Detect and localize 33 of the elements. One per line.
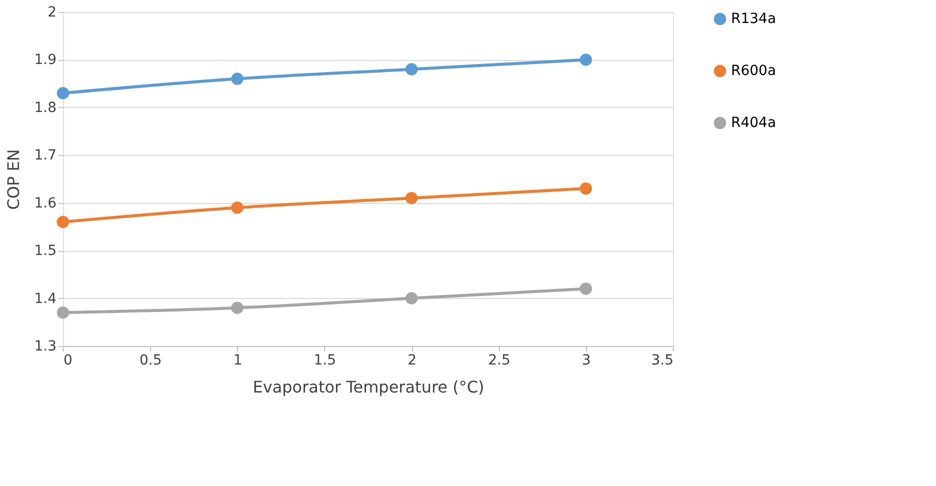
x-tick-label: 0 [64,352,72,368]
point [405,63,418,76]
y-tick-label: 2 [48,4,56,20]
x-tick-label: 0.5 [140,352,162,368]
legend-label: R600a [731,63,776,79]
point [580,182,592,195]
y-tick-label: 1.5 [34,243,56,260]
y-axis-title: COP EN [4,149,24,210]
y-tick-label: 1.6 [34,195,57,212]
x-tick-label: 1 [233,352,242,368]
point [405,292,418,304]
x-axis-title: Evaporator Temperature (°C) [252,378,484,396]
y-tick-label: 1.3 [34,338,56,354]
legend-label: R134a [731,11,776,27]
y-tick-label: 1.9 [34,52,56,68]
point [405,192,418,204]
point [580,282,592,295]
x-tick-label: 3.5 [651,352,674,368]
x-tick-label: 2 [408,352,417,368]
point [56,87,70,100]
legend-label: R404a [731,115,776,131]
x-tick-label: 2.5 [488,352,510,368]
y-tick-label: 1.8 [34,100,56,116]
point [231,202,244,214]
x-tick-label: 1.5 [314,352,336,368]
point [231,302,244,314]
x-tick-label: 3 [582,352,591,368]
y-tick-label: 1.4 [34,290,57,307]
y-tick-label: 1.7 [34,148,56,164]
point [231,72,244,85]
point [580,54,592,66]
point [56,216,70,228]
point [56,306,70,319]
